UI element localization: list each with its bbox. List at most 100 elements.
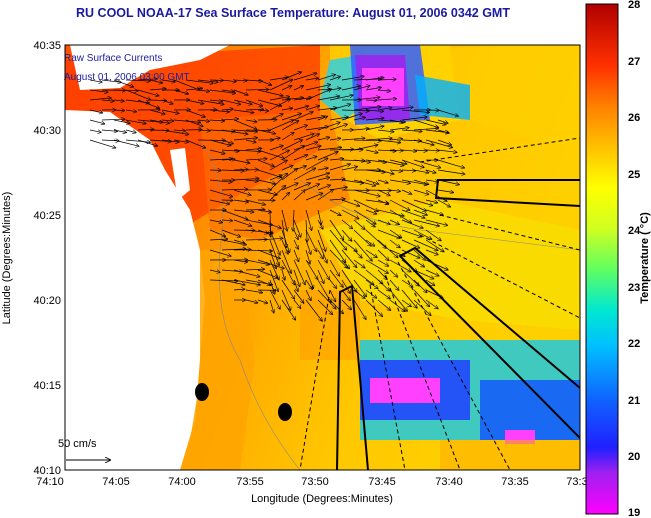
current-vector [317, 108, 337, 110]
current-vector [329, 164, 350, 171]
current-vector [413, 189, 429, 194]
current-vector [341, 289, 350, 301]
x-tick: 74:05 [102, 476, 130, 488]
current-vector [329, 138, 340, 140]
current-vector [317, 96, 339, 101]
current-vector [401, 199, 426, 211]
current-vector [377, 189, 390, 196]
current-vector [269, 150, 289, 161]
current-vector [413, 279, 427, 293]
current-vector [365, 87, 381, 91]
current-vector [425, 150, 439, 151]
current-vector [341, 299, 351, 310]
current-vector [425, 199, 438, 203]
current-vector [401, 170, 415, 171]
current-vector [341, 76, 364, 81]
current-vector [377, 90, 390, 91]
current-vector [281, 229, 290, 252]
current-vector [401, 249, 420, 258]
colorbar-tick: 25 [628, 169, 640, 181]
current-vector [233, 260, 248, 262]
colorbar-label: Temperature ( °C) [639, 212, 651, 304]
current-vector [209, 239, 228, 240]
current-vector [305, 106, 320, 111]
current-vector [209, 159, 232, 160]
current-vector [281, 114, 301, 121]
current-vector [113, 90, 138, 91]
current-vector [401, 179, 427, 185]
current-vector [101, 100, 114, 101]
current-vector [125, 89, 151, 100]
orange-patch-south [440, 440, 580, 470]
current-vector [377, 150, 396, 151]
current-vector [317, 259, 329, 280]
current-vector [125, 129, 136, 133]
current-vector [341, 219, 352, 229]
current-vector [137, 89, 159, 96]
current-vector [413, 239, 438, 250]
current-vector [185, 119, 203, 126]
current-vector [353, 199, 378, 211]
current-vector [317, 122, 340, 131]
current-vector [221, 99, 241, 104]
current-vector [209, 189, 232, 197]
current-vector [305, 229, 317, 251]
current-vector [293, 106, 309, 111]
current-vector [245, 180, 258, 181]
current-vector [353, 86, 370, 91]
current-vector [413, 229, 432, 239]
current-vector [437, 109, 458, 116]
current-vector [353, 239, 372, 261]
current-vector [245, 210, 265, 211]
current-vector [233, 119, 257, 129]
plot-frame [64, 44, 581, 471]
current-vector [221, 150, 239, 151]
current-vector [377, 159, 404, 165]
current-vector [245, 120, 257, 122]
current-vector [365, 279, 378, 289]
current-vector [425, 219, 447, 225]
current-vector [329, 149, 353, 150]
current-vector [401, 219, 423, 228]
current-vector [269, 160, 287, 171]
current-vector [329, 124, 347, 131]
current-vector [425, 239, 444, 252]
current-vector [293, 209, 294, 231]
current-vector [365, 118, 384, 120]
current-vector [341, 259, 349, 269]
current-vector [437, 189, 454, 193]
current-vector [269, 269, 278, 291]
current-vector [401, 159, 424, 167]
current-vector [377, 179, 388, 183]
current-vector [173, 139, 188, 142]
current-vector [293, 299, 301, 308]
current-vector [293, 289, 304, 303]
current-vector [281, 140, 302, 151]
current-vector [389, 289, 407, 311]
current-vector [221, 220, 232, 221]
current-vector [317, 249, 323, 259]
y-tick: 40:25 [33, 210, 61, 222]
x-tick: 73:35 [501, 476, 529, 488]
current-vector [293, 259, 305, 285]
current-vector [281, 166, 293, 171]
current-vector [197, 120, 210, 121]
current-vector [377, 108, 392, 111]
current-vector [209, 249, 231, 256]
current-vector [365, 110, 383, 111]
current-vector [269, 146, 283, 151]
current-vector [125, 110, 137, 112]
colorbar-tick: 24 [628, 225, 641, 237]
current-vector [413, 219, 439, 226]
current-vector [161, 80, 175, 82]
current-vector [293, 190, 305, 201]
current-vector [161, 109, 179, 113]
current-vector [341, 179, 363, 183]
x-tick: 73:40 [435, 476, 463, 488]
current-vector [317, 148, 341, 151]
current-vector [245, 109, 263, 110]
current-vector [317, 209, 321, 224]
current-vector [425, 269, 439, 276]
land-north [65, 45, 230, 90]
current-vector [173, 79, 200, 90]
